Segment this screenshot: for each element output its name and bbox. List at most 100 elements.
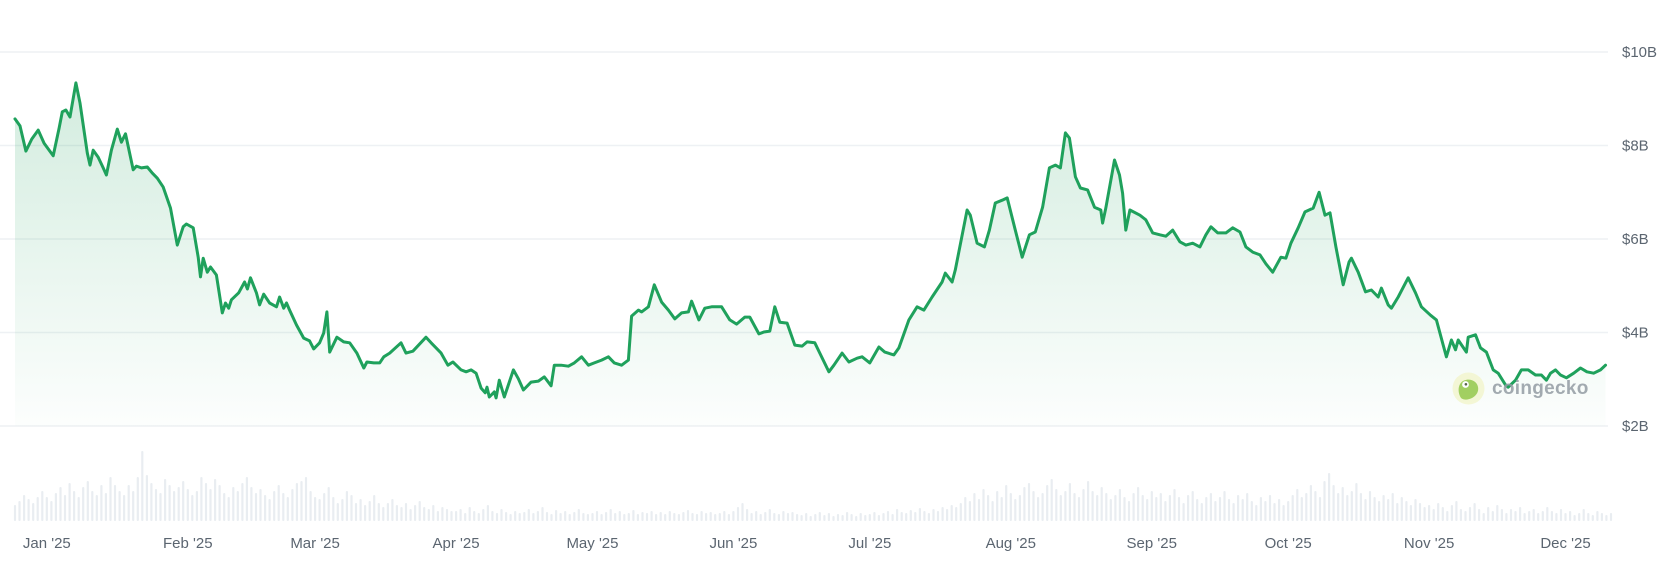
volume-bar <box>941 507 944 521</box>
volume-bar <box>491 511 494 521</box>
volume-bar <box>368 501 371 521</box>
volume-bar <box>1182 503 1185 521</box>
volume-bar <box>1023 487 1026 521</box>
volume-bar <box>486 505 489 521</box>
volume-bar <box>973 493 976 521</box>
volume-bar <box>796 514 799 521</box>
volume-bar <box>1328 473 1331 521</box>
volume-bar <box>582 513 585 521</box>
volume-bar <box>818 512 821 521</box>
volume-bar <box>1418 503 1422 521</box>
volume-bar <box>173 491 176 521</box>
volume-bar <box>45 497 48 521</box>
volume-bar <box>505 512 508 521</box>
volume-bar <box>814 514 817 521</box>
volume-bar <box>1077 497 1081 521</box>
volume-bar <box>1523 513 1526 521</box>
x-axis-label: Feb '25 <box>163 535 213 552</box>
volume-bar <box>254 493 258 521</box>
volume-bar <box>968 501 971 521</box>
volume-bar <box>445 509 449 521</box>
volume-bar <box>123 495 126 521</box>
volume-bar <box>691 513 694 521</box>
volume-bar <box>41 491 44 521</box>
volume-bar <box>809 516 812 521</box>
volume-bar <box>1123 497 1126 521</box>
volume-bar <box>1237 495 1240 521</box>
volume-bar <box>1391 493 1394 521</box>
volume-bar <box>386 503 389 521</box>
volume-bar <box>914 512 917 521</box>
volume-bar <box>1073 493 1076 521</box>
volume-bar <box>477 513 480 521</box>
volume-bar <box>891 514 894 521</box>
volume-bar <box>1091 491 1094 521</box>
volume-bar <box>1127 501 1131 521</box>
volume-bar <box>395 505 398 521</box>
volume-bar <box>468 507 471 521</box>
volume-bar <box>987 495 990 521</box>
volume-bar <box>1373 497 1376 521</box>
x-axis-label: Dec '25 <box>1540 535 1590 552</box>
volume-bar <box>996 491 999 521</box>
volume-bar <box>1273 503 1276 521</box>
volume-bar <box>109 477 112 521</box>
volume-bar <box>723 511 726 521</box>
volume-bar <box>1105 493 1108 521</box>
volume-bar <box>373 495 376 521</box>
volume-bar <box>905 513 908 521</box>
volume-bar <box>559 513 562 521</box>
volume-bar <box>350 495 353 521</box>
volume-bar <box>1368 491 1372 521</box>
volume-bar <box>423 507 426 521</box>
volume-bar <box>63 495 67 521</box>
volume-bar <box>1432 509 1435 521</box>
volume-bar <box>1414 499 1417 521</box>
volume-bar <box>1064 491 1067 521</box>
volume-bar <box>1155 497 1158 521</box>
volume-bar <box>1355 483 1358 521</box>
volume-bar <box>782 511 785 521</box>
volume-bar <box>732 511 735 521</box>
volume-bar <box>1087 481 1090 521</box>
volume-bar <box>1350 491 1353 521</box>
volume-bar <box>127 485 130 521</box>
volume-bar <box>864 515 867 521</box>
volume-bar <box>764 512 767 521</box>
volume-bar <box>827 513 830 521</box>
volume-bar <box>86 481 89 521</box>
volume-bar <box>1264 501 1267 521</box>
volume-bar <box>659 512 662 521</box>
volume-bar <box>359 499 362 521</box>
volume-bar <box>268 499 271 521</box>
volume-bar <box>568 514 571 521</box>
volume-bar <box>227 497 230 521</box>
volume-bar <box>1050 479 1053 521</box>
volume-bar <box>1323 481 1326 521</box>
volume-bar <box>1473 503 1476 521</box>
volume-bar <box>482 509 485 521</box>
volume-bar <box>1314 491 1317 521</box>
volume-bar <box>1587 513 1590 521</box>
volume-bar <box>1205 497 1208 521</box>
volume-bar <box>455 511 458 521</box>
volume-bar <box>309 491 312 521</box>
volume-bar <box>1459 509 1462 521</box>
volume-bar <box>1218 497 1222 521</box>
chart-hover-area[interactable] <box>0 40 1608 426</box>
volume-bar <box>1068 483 1071 521</box>
volume-bar <box>1005 485 1008 521</box>
volume-bar <box>300 481 303 521</box>
volume-bar <box>336 503 339 521</box>
volume-bar <box>277 485 280 521</box>
volume-bar <box>832 516 835 521</box>
volume-bar <box>777 514 780 521</box>
volume-bar <box>527 509 530 521</box>
volume-bar <box>1532 509 1535 521</box>
volume-bar <box>1150 491 1153 521</box>
volume-bar <box>118 491 121 521</box>
volume-bar <box>673 513 676 521</box>
volume-bar <box>545 512 549 521</box>
volume-bar <box>759 514 762 521</box>
